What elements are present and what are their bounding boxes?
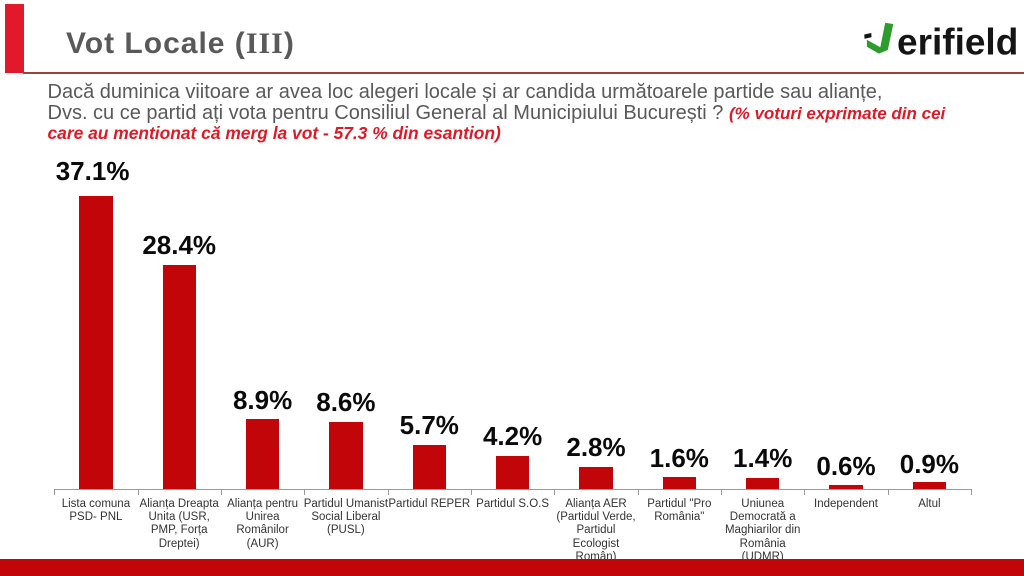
svg-text:erifield: erifield — [897, 22, 1018, 63]
